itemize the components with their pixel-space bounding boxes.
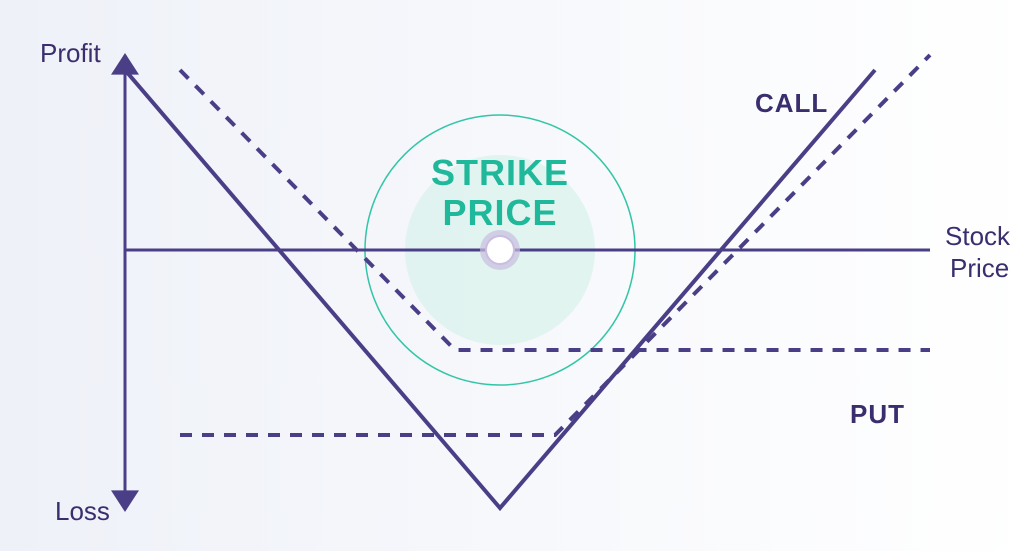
strike-label-1: STRIKE <box>431 152 569 193</box>
strike-dot <box>486 236 514 264</box>
stock-price-label-1: Stock <box>945 221 1011 251</box>
loss-label: Loss <box>55 496 110 526</box>
chart-svg: Profit Loss Stock Price CALL PUT STRIKE … <box>0 0 1031 551</box>
options-payoff-chart: Profit Loss Stock Price CALL PUT STRIKE … <box>0 0 1031 551</box>
profit-label: Profit <box>40 38 101 68</box>
stock-price-label-2: Price <box>950 253 1009 283</box>
call-label: CALL <box>755 88 828 118</box>
strike-label-2: PRICE <box>442 192 557 233</box>
put-label: PUT <box>850 399 905 429</box>
